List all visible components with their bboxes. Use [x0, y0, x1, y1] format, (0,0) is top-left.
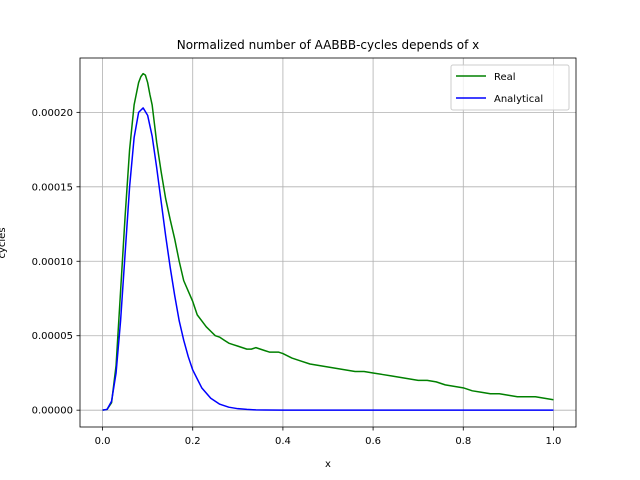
x-tick-label: 0.0 — [95, 436, 111, 447]
y-tick-label: 0.00020 — [32, 108, 73, 119]
series-layer — [102, 72, 554, 411]
x-tick-label: 0.2 — [185, 436, 201, 447]
y-axis-label: cycles — [0, 227, 8, 258]
legend-label-analytical: Analytical — [494, 94, 543, 105]
y-tick-label: 0.00005 — [32, 331, 73, 342]
x-axis-label: x — [325, 459, 331, 470]
x-tick-label: 0.4 — [275, 436, 291, 447]
legend-label-real: Real — [494, 72, 516, 83]
x-tick-label: 0.8 — [455, 436, 471, 447]
x-tick-label: 1.0 — [546, 436, 562, 447]
series-line-analytical — [102, 107, 554, 411]
series-line-real — [102, 72, 554, 411]
y-tick-label: 0.00000 — [32, 406, 73, 417]
x-tick-label: 0.6 — [365, 436, 381, 447]
chart-title: Normalized number of AABBB-cycles depend… — [177, 38, 480, 52]
grid — [80, 58, 576, 427]
y-tick-label: 0.00010 — [32, 257, 73, 268]
plot-frame — [79, 57, 577, 428]
legend: Real Analytical — [450, 64, 570, 111]
y-tick-label: 0.00015 — [32, 182, 73, 193]
axis-ticks: 0.0 0.2 0.4 0.6 0.8 1.0 0.00000 0.00005 0.00010 0… — [32, 108, 562, 447]
